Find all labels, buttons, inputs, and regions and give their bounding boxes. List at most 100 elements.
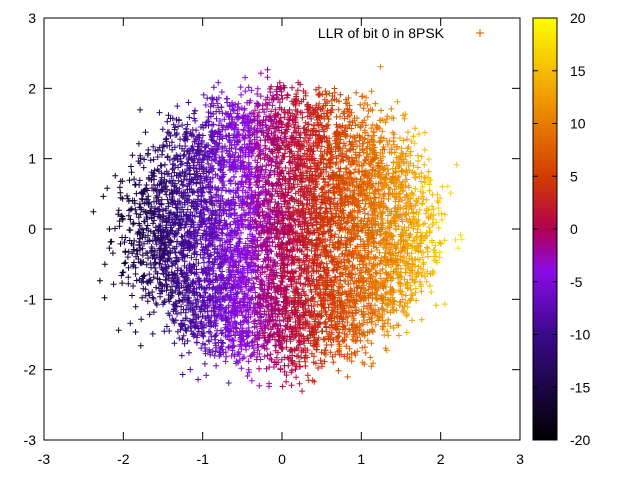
scatter-point [149, 330, 156, 337]
scatter-point [248, 377, 255, 384]
scatter-point [427, 282, 433, 289]
scatter-point [203, 372, 210, 379]
scatter-point [127, 227, 134, 234]
scatter-point [444, 183, 451, 190]
scatter-point [330, 359, 337, 366]
scatter-point [161, 161, 168, 168]
scatter-point [115, 327, 122, 334]
scatter-point [447, 190, 454, 197]
scatter-point [270, 320, 277, 327]
scatter-point [322, 319, 328, 326]
scatter-point [241, 354, 247, 360]
scatter-point [179, 122, 186, 129]
scatter-point [323, 260, 330, 267]
scatter-point [395, 332, 402, 339]
scatter-point [152, 265, 159, 271]
scatter-point [337, 91, 344, 98]
scatter-point [184, 121, 191, 128]
scatter-point [215, 79, 222, 86]
scatter-point [133, 277, 140, 284]
scatter-point [393, 183, 400, 190]
scatter-point [398, 265, 404, 272]
scatter-point [279, 383, 286, 390]
scatter-point [106, 226, 113, 232]
scatter-point [195, 376, 202, 383]
scatter-point [432, 242, 439, 249]
scatter-point [115, 207, 122, 214]
scatter-point [388, 105, 395, 112]
scatter-point [164, 142, 171, 149]
scatter-point [362, 200, 369, 207]
scatter-point [367, 354, 374, 361]
scatter-point [311, 298, 318, 305]
scatter-point [240, 126, 247, 133]
scatter-point [299, 114, 306, 121]
scatter-point [125, 264, 132, 271]
scatter-point [435, 199, 442, 206]
scatter-point [137, 342, 144, 349]
scatter-point [402, 292, 409, 299]
scatter-point [140, 164, 147, 171]
scatter-point [119, 280, 126, 287]
scatter-point [265, 161, 272, 168]
scatter-point [121, 260, 128, 267]
scatter-point [163, 191, 170, 198]
scatter-point [304, 372, 311, 379]
scatter-point [242, 240, 249, 247]
scatter-point [403, 329, 410, 336]
scatter-point [162, 277, 169, 284]
scatter-point [187, 366, 194, 373]
scatter-point [156, 190, 163, 197]
scatter-point [425, 156, 432, 163]
scatter-point [156, 109, 163, 116]
scatter-point [264, 66, 271, 73]
scatter-point [439, 183, 446, 190]
scatter-point [212, 332, 219, 339]
scatter-point [164, 118, 171, 125]
scatter-point [242, 88, 249, 95]
scatter-point [357, 101, 364, 108]
scatter-point [175, 123, 182, 130]
scatter-point [435, 224, 442, 231]
scatter-point [391, 186, 398, 193]
scatter-point [405, 129, 411, 136]
scatter-point [431, 246, 438, 253]
scatter-point [112, 172, 119, 179]
scatter-point [124, 192, 130, 199]
scatter-points [90, 63, 465, 395]
scatter-point [207, 329, 214, 336]
scatter-point [425, 168, 432, 175]
scatter-point [284, 92, 291, 99]
scatter-point [288, 382, 295, 389]
scatter-point [130, 220, 137, 227]
scatter-point [210, 84, 217, 91]
scatter-point [262, 268, 268, 275]
scatter-point [137, 106, 144, 113]
scatter-point [133, 190, 140, 197]
scatter-point [291, 218, 298, 224]
scatter-point [145, 255, 152, 262]
scatter-point [185, 99, 192, 106]
scatter-point [256, 365, 263, 372]
scatter-point [261, 353, 268, 360]
scatter-point [159, 126, 166, 133]
scatter-point [269, 102, 276, 109]
scatter-point [128, 205, 135, 212]
scatter-point [178, 213, 185, 220]
scatter-point [375, 187, 382, 194]
scatter-point [319, 152, 326, 159]
scatter-point [122, 259, 129, 266]
scatter-point [100, 193, 107, 200]
scatter-point [354, 265, 361, 272]
scatter-point [245, 84, 252, 91]
scatter-point [452, 236, 459, 243]
scatter-point [421, 146, 428, 153]
scatter-point [362, 349, 369, 356]
scatter-point [129, 152, 136, 159]
scatter-point [283, 378, 290, 385]
scatter-point [209, 121, 216, 128]
scatter-point [411, 174, 418, 181]
scatter-point [275, 200, 282, 207]
scatter-point [204, 95, 211, 102]
